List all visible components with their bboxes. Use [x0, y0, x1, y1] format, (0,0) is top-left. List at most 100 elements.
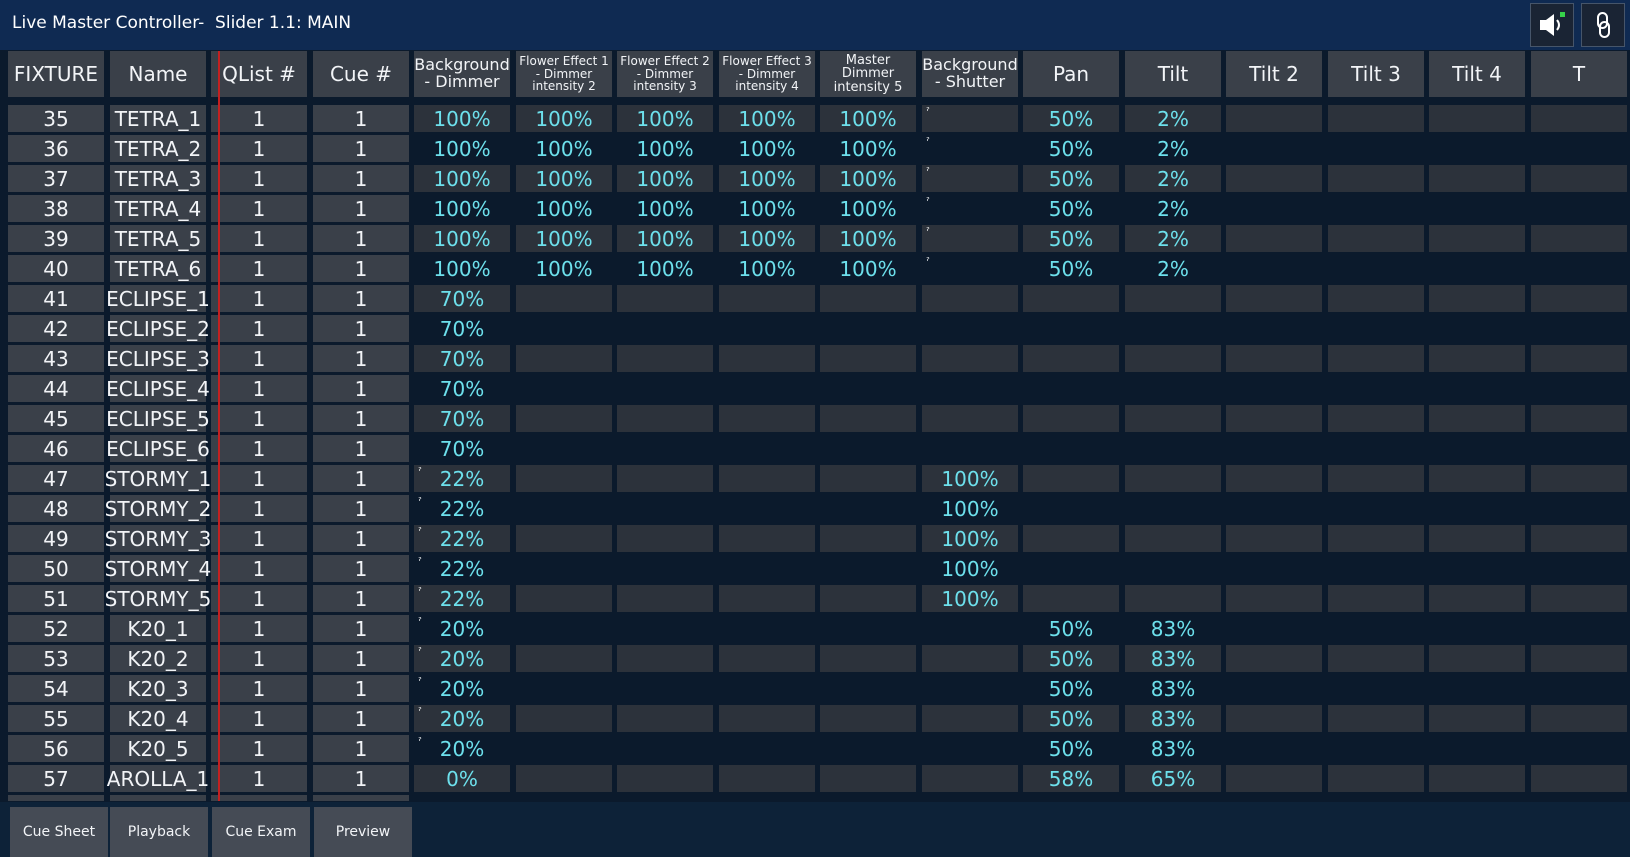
cell-t[interactable] — [1531, 135, 1627, 162]
cell-background-dimmer[interactable]: ˀ 22% — [414, 465, 510, 492]
cell-t[interactable] — [1531, 285, 1627, 312]
cell-flower-effect-3-dimmer-intensity-4[interactable] — [719, 375, 815, 402]
cell-name[interactable]: ECLIPSE_6 — [106, 435, 210, 462]
cell-tilt-2[interactable] — [1226, 255, 1322, 282]
cell-flower-effect-1-dimmer-intensity-2[interactable] — [516, 435, 612, 462]
cell-tilt-3[interactable] — [1328, 135, 1424, 162]
cell-tilt-3[interactable] — [1328, 615, 1424, 642]
cell-flower-effect-1-dimmer-intensity-2[interactable] — [516, 735, 612, 762]
cell-master-dimmer-intensity-5[interactable]: 100% — [820, 225, 916, 252]
cell-cue[interactable]: 1 — [313, 375, 409, 402]
cell-t[interactable] — [1531, 255, 1627, 282]
cell-background-shutter[interactable] — [922, 765, 1018, 792]
cell-t[interactable] — [1531, 705, 1627, 732]
cell-qlist[interactable]: 1 — [211, 765, 307, 792]
cell-background-shutter[interactable]: 100% — [922, 555, 1018, 582]
cell-master-dimmer-intensity-5[interactable]: 100% — [820, 255, 916, 282]
cell-flower-effect-1-dimmer-intensity-2[interactable] — [516, 705, 612, 732]
cell-tilt-2[interactable] — [1226, 525, 1322, 552]
cell-cue[interactable]: 1 — [313, 555, 409, 582]
cell-flower-effect-3-dimmer-intensity-4[interactable] — [719, 315, 815, 342]
cell-master-dimmer-intensity-5[interactable] — [820, 375, 916, 402]
cell-t[interactable] — [1531, 645, 1627, 672]
cell-name[interactable]: K20_4 — [110, 705, 206, 732]
cell-flower-effect-2-dimmer-intensity-3[interactable]: 100% — [617, 225, 713, 252]
cell-background-shutter[interactable]: 100% — [922, 525, 1018, 552]
cell-qlist[interactable]: 1 — [211, 525, 307, 552]
cell-tilt-3[interactable] — [1328, 525, 1424, 552]
cell-pan[interactable]: 50% — [1023, 705, 1119, 732]
cell-tilt-2[interactable] — [1226, 735, 1322, 762]
cell-background-dimmer[interactable]: ˀ 22% — [414, 555, 510, 582]
cell-fixture[interactable]: 36 — [8, 135, 104, 162]
cell-pan[interactable]: 50% — [1023, 165, 1119, 192]
cell-fixture[interactable]: 43 — [8, 345, 104, 372]
cue-exam-grid[interactable]: FIXTURE Name QList # Cue # Background - Dimm… — [8, 51, 1630, 801]
cell-pan[interactable]: 50% — [1023, 135, 1119, 162]
cell-flower-effect-1-dimmer-intensity-2[interactable] — [516, 585, 612, 612]
cell-qlist[interactable]: 1 — [211, 255, 307, 282]
cell-fixture[interactable]: 51 — [8, 585, 104, 612]
cell-name[interactable]: STORMY_1 — [104, 465, 212, 492]
cell-background-dimmer[interactable]: ˀ 20% — [414, 735, 510, 762]
cell-flower-effect-1-dimmer-intensity-2[interactable] — [516, 645, 612, 672]
cell-tilt-2[interactable] — [1226, 135, 1322, 162]
cell-tilt-2[interactable] — [1226, 405, 1322, 432]
cell-tilt[interactable] — [1125, 585, 1221, 612]
tab-preview[interactable]: Preview — [314, 807, 412, 857]
cell-flower-effect-2-dimmer-intensity-3[interactable]: 100% — [617, 195, 713, 222]
cell-qlist[interactable]: 1 — [211, 225, 307, 252]
cell-background-shutter[interactable] — [922, 285, 1018, 312]
cell-background-dimmer[interactable]: 70% — [414, 375, 510, 402]
cell-t[interactable] — [1531, 195, 1627, 222]
cell-tilt-3[interactable] — [1328, 225, 1424, 252]
cell-pan[interactable]: 50% — [1023, 225, 1119, 252]
cell-background-dimmer[interactable]: 100% — [414, 225, 510, 252]
cell-tilt-2[interactable] — [1226, 615, 1322, 642]
cell-tilt-4[interactable] — [1429, 675, 1525, 702]
cell-cue[interactable]: 1 — [313, 255, 409, 282]
cell-fixture[interactable]: 40 — [8, 255, 104, 282]
cell-tilt-3[interactable] — [1328, 345, 1424, 372]
cell-tilt-3[interactable] — [1328, 765, 1424, 792]
cell-tilt-3[interactable] — [1328, 435, 1424, 462]
cell-flower-effect-1-dimmer-intensity-2[interactable] — [516, 525, 612, 552]
cell-pan[interactable]: 50% — [1023, 105, 1119, 132]
cell-flower-effect-2-dimmer-intensity-3[interactable] — [617, 405, 713, 432]
cell-background-dimmer[interactable]: 100% — [414, 195, 510, 222]
cell-tilt-3[interactable] — [1328, 285, 1424, 312]
cell-qlist[interactable]: 1 — [211, 735, 307, 762]
cell-tilt-2[interactable] — [1226, 435, 1322, 462]
cell-pan[interactable] — [1023, 315, 1119, 342]
cell-qlist[interactable]: 1 — [211, 555, 307, 582]
cell-t[interactable] — [1531, 315, 1627, 342]
cell-name[interactable]: TETRA_6 — [110, 255, 206, 282]
cell-flower-effect-2-dimmer-intensity-3[interactable] — [617, 315, 713, 342]
cell-tilt-4[interactable] — [1429, 255, 1525, 282]
cell-fixture[interactable]: 50 — [8, 555, 104, 582]
cell-qlist[interactable]: 1 — [211, 645, 307, 672]
cell-master-dimmer-intensity-5[interactable]: 100% — [820, 105, 916, 132]
cell-fixture[interactable]: 35 — [8, 105, 104, 132]
cell-master-dimmer-intensity-5[interactable] — [820, 735, 916, 762]
cell-flower-effect-3-dimmer-intensity-4[interactable] — [719, 525, 815, 552]
cell-tilt-2[interactable] — [1226, 375, 1322, 402]
cell-flower-effect-2-dimmer-intensity-3[interactable]: 100% — [617, 165, 713, 192]
cell-pan[interactable]: 50% — [1023, 675, 1119, 702]
cell-tilt-4[interactable] — [1429, 375, 1525, 402]
cell-fixture[interactable]: 45 — [8, 405, 104, 432]
cell-cue[interactable]: 1 — [313, 585, 409, 612]
cell-name[interactable]: TETRA_1 — [110, 105, 206, 132]
cell-fixture[interactable]: 49 — [8, 525, 104, 552]
cell-pan[interactable] — [1023, 495, 1119, 522]
cell-tilt-3[interactable] — [1328, 495, 1424, 522]
cell-tilt-4[interactable] — [1429, 555, 1525, 582]
cell-pan[interactable]: 50% — [1023, 615, 1119, 642]
cell-flower-effect-2-dimmer-intensity-3[interactable] — [617, 345, 713, 372]
cell-tilt-2[interactable] — [1226, 285, 1322, 312]
cell-background-shutter[interactable]: ˀ — [922, 135, 1018, 162]
cell-tilt-4[interactable] — [1429, 645, 1525, 672]
cell-pan[interactable] — [1023, 585, 1119, 612]
cell-flower-effect-2-dimmer-intensity-3[interactable] — [617, 645, 713, 672]
cell-qlist[interactable]: 1 — [211, 315, 307, 342]
